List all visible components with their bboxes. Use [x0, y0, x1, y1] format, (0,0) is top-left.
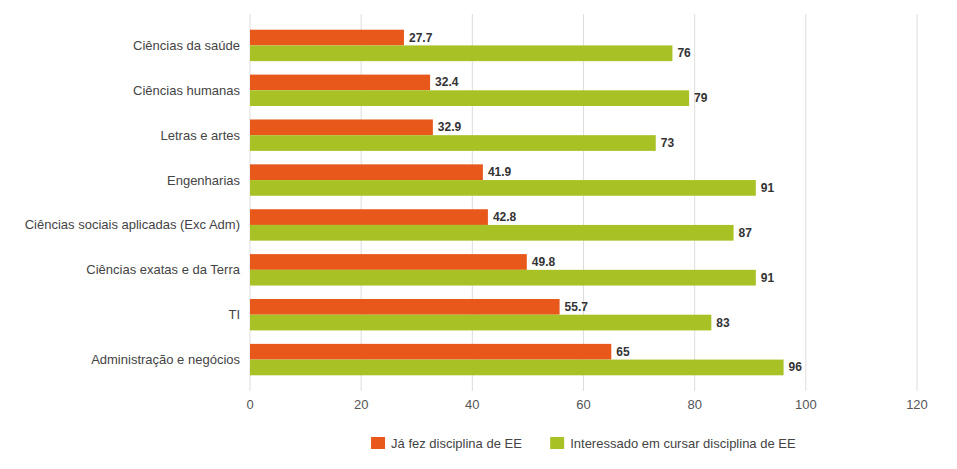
data-label: 87: [739, 226, 753, 240]
bar: [250, 75, 430, 91]
chart: 0 20 40 60 80 100 120 65 55.7 49.8 42.8 41.9 32.9 32.…: [0, 0, 957, 469]
bar: [250, 180, 756, 196]
data-label: 73: [661, 136, 675, 150]
tick-label: 20: [354, 397, 368, 412]
grid-line: [361, 14, 362, 391]
legend-item: Já fez disciplina de EE: [371, 436, 522, 451]
grid: [250, 14, 917, 391]
tick-label: 120: [906, 397, 928, 412]
bar: [250, 90, 689, 106]
grid-line: [805, 14, 806, 391]
category-label: Ciências exatas e da Terra: [86, 262, 240, 277]
data-labels: 65 55.7 49.8 42.8 41.9 32.9 32.4 27.7 96 83 91 87 91…: [409, 31, 802, 375]
data-label: 76: [677, 46, 691, 60]
data-label: 65: [616, 345, 630, 359]
bar: [250, 135, 656, 151]
bar: [250, 119, 433, 135]
data-label: 55.7: [565, 300, 589, 314]
grid-line: [583, 14, 584, 391]
bar: [250, 315, 711, 331]
bar: [250, 344, 611, 360]
legend-swatch: [371, 437, 385, 449]
tick-label: 0: [246, 397, 253, 412]
category-label: Ciências humanas: [133, 83, 240, 98]
bar: [250, 209, 488, 225]
category-label: Ciências da saúde: [133, 38, 240, 53]
tick-label: 60: [576, 397, 590, 412]
grid-line: [917, 14, 918, 391]
grid-line: [694, 14, 695, 391]
tick-label: 100: [795, 397, 817, 412]
bar: [250, 45, 672, 61]
data-label: 32.9: [438, 120, 462, 134]
bars: [250, 30, 784, 376]
data-label: 91: [761, 271, 775, 285]
bar: [250, 299, 560, 315]
bar: [250, 225, 734, 241]
bar: [250, 30, 404, 46]
data-label: 96: [789, 360, 803, 374]
data-label: 91: [761, 181, 775, 195]
bar: [250, 254, 527, 270]
bar: [250, 270, 756, 286]
legend-label: Interessado em cursar disciplina de EE: [570, 436, 796, 451]
bar: [250, 360, 784, 376]
tick-label: 40: [465, 397, 479, 412]
legend: Já fez disciplina de EE Interessado em cu…: [371, 436, 796, 451]
legend-item: Interessado em cursar disciplina de EE: [550, 436, 796, 451]
data-label: 49.8: [532, 255, 556, 269]
grid-line: [250, 14, 251, 391]
data-label: 79: [694, 91, 708, 105]
chart-container: 0 20 40 60 80 100 120 65 55.7 49.8 42.8 41.9 32.9 32.…: [0, 0, 957, 469]
data-label: 32.4: [435, 75, 459, 89]
category-label: Ciências sociais aplicadas (Exc Adm): [25, 217, 240, 232]
data-label: 83: [716, 316, 730, 330]
legend-label: Já fez disciplina de EE: [391, 436, 522, 451]
grid-line: [472, 14, 473, 391]
bar: [250, 164, 483, 180]
category-label: TI: [228, 307, 240, 322]
data-label: 41.9: [488, 165, 512, 179]
data-label: 42.8: [493, 210, 517, 224]
legend-swatch: [550, 437, 564, 449]
tick-label: 80: [687, 397, 701, 412]
data-label: 27.7: [409, 31, 433, 45]
category-label: Engenharias: [167, 173, 240, 188]
category-label: Letras e artes: [161, 128, 241, 143]
category-label: Administração e negócios: [91, 352, 240, 367]
